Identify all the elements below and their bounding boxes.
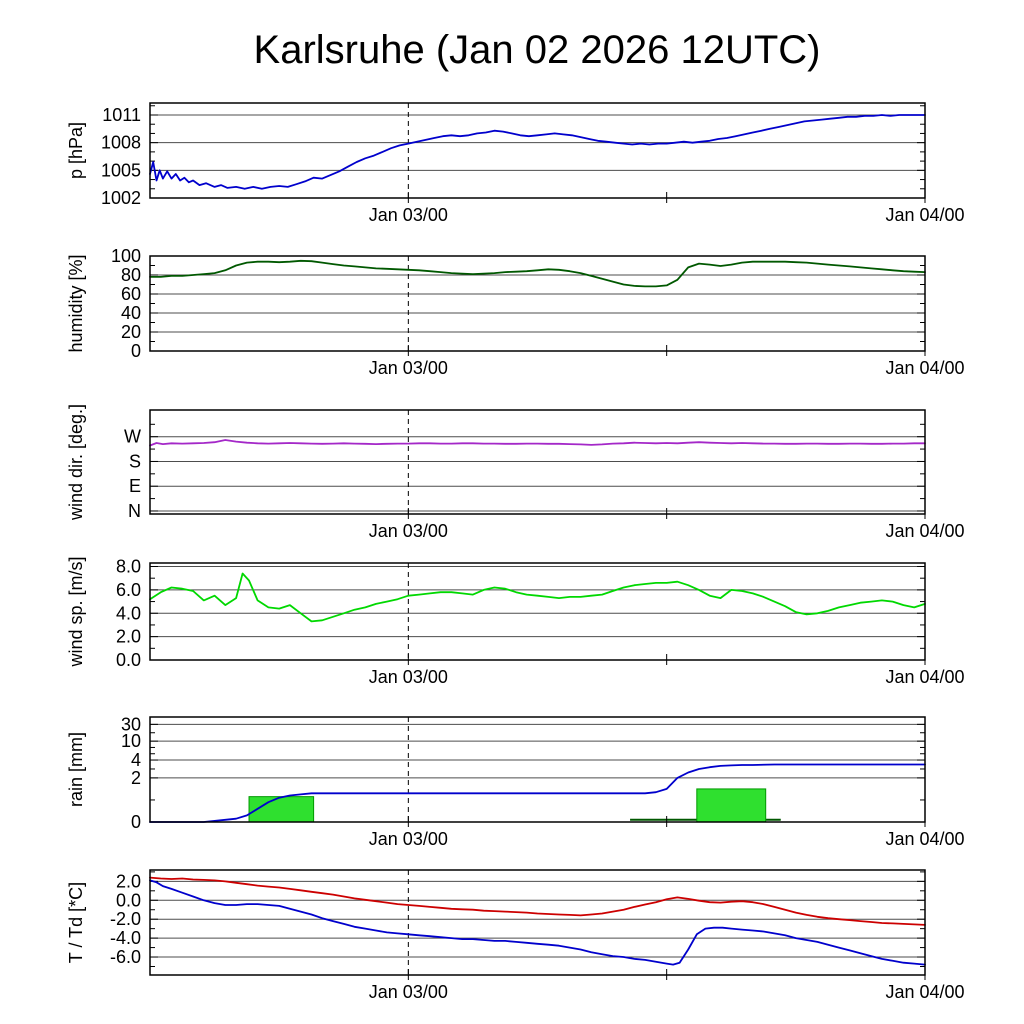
- series-rain-accumulated: [149, 763, 926, 823]
- y-tick-label: 4: [131, 750, 141, 770]
- y-tick-label: 30: [121, 714, 141, 734]
- y-tick-label: 10: [121, 731, 141, 751]
- y-tick-label: 4.0: [116, 603, 141, 623]
- series-wind-speed: [149, 572, 926, 623]
- panel-border: [149, 869, 926, 976]
- y-axis-label: rain [mm]: [66, 732, 86, 807]
- y-tick-label: 2.0: [116, 871, 141, 891]
- y-tick-label: 40: [121, 303, 141, 323]
- y-tick-label: 60: [121, 284, 141, 304]
- y-tick-label: 1002: [101, 188, 141, 208]
- y-tick-label: 2: [131, 768, 141, 788]
- y-tick-label: 6.0: [116, 580, 141, 600]
- y-tick-label: 80: [121, 265, 141, 285]
- x-tick-label: Jan 04/00: [885, 521, 964, 541]
- y-tick-label: 8.0: [116, 557, 141, 577]
- y-axis-label: wind dir. [deg.]: [66, 404, 86, 521]
- panel-border: [149, 409, 926, 515]
- x-tick-label: Jan 04/00: [885, 982, 964, 1002]
- y-tick-label: 20: [121, 322, 141, 342]
- y-axis-label: T / Td [*C]: [66, 882, 86, 963]
- y-tick-label: 2.0: [116, 627, 141, 647]
- series-wind-direction: [149, 439, 926, 447]
- x-tick-label: Jan 04/00: [885, 829, 964, 849]
- y-tick-label: 1011: [102, 105, 141, 125]
- y-tick-label: 0.0: [116, 890, 141, 910]
- panel-border: [149, 562, 926, 661]
- y-tick-label: N: [128, 501, 141, 521]
- panel-wind-speed: 0.0 2.0 4.0 6.0 8.0 Jan 03/00 Jan 04/00 wind sp…: [66, 556, 965, 687]
- y-tick-label: -6.0: [110, 947, 141, 967]
- series-humidity: [149, 259, 926, 288]
- x-tick-label: Jan 03/00: [369, 205, 448, 225]
- y-tick-label: -4.0: [110, 928, 141, 948]
- y-tick-label: 100: [111, 246, 141, 266]
- x-tick-label: Jan 03/00: [369, 521, 448, 541]
- panel-temperature: -6.0-4.0-2.00.02.0 Jan 03/00 Jan 04/00 T / …: [66, 869, 965, 1002]
- x-tick-label: Jan 03/00: [369, 982, 448, 1002]
- y-tick-label: 0: [131, 812, 141, 832]
- y-tick-label: S: [129, 451, 141, 471]
- rain-bar: [248, 796, 315, 823]
- y-tick-label: W: [124, 427, 141, 447]
- y-tick-label: E: [129, 476, 141, 496]
- x-tick-label: Jan 04/00: [885, 667, 964, 687]
- y-tick-label: 0: [131, 341, 141, 361]
- panel-border: [149, 102, 926, 199]
- rain-bar: [696, 788, 767, 823]
- x-tick-label: Jan 03/00: [369, 358, 448, 378]
- series-temperature: [149, 876, 926, 926]
- y-tick-label: 1005: [101, 160, 141, 180]
- y-axis-label: p [hPa]: [66, 122, 86, 179]
- y-tick-label: -2.0: [110, 909, 141, 929]
- y-axis-label: humidity [%]: [66, 254, 86, 352]
- panel-pressure: 1002 1005 1008 1011 Jan 03/00 Jan 04/00 p [hPa…: [66, 102, 965, 225]
- panel-border: [149, 255, 926, 352]
- y-axis-label: wind sp. [m/s]: [66, 556, 86, 667]
- series-pressure: [149, 114, 926, 190]
- chart-title: Karlsruhe (Jan 02 2026 12UTC): [254, 28, 821, 72]
- x-tick-label: Jan 03/00: [369, 667, 448, 687]
- y-tick-label: 1008: [101, 133, 141, 153]
- x-tick-label: Jan 04/00: [885, 358, 964, 378]
- y-tick-label: 0.0: [116, 650, 141, 670]
- panel-border: [149, 716, 926, 823]
- series-dewpoint: [149, 879, 926, 966]
- x-tick-label: Jan 03/00: [369, 829, 448, 849]
- x-tick-label: Jan 04/00: [885, 205, 964, 225]
